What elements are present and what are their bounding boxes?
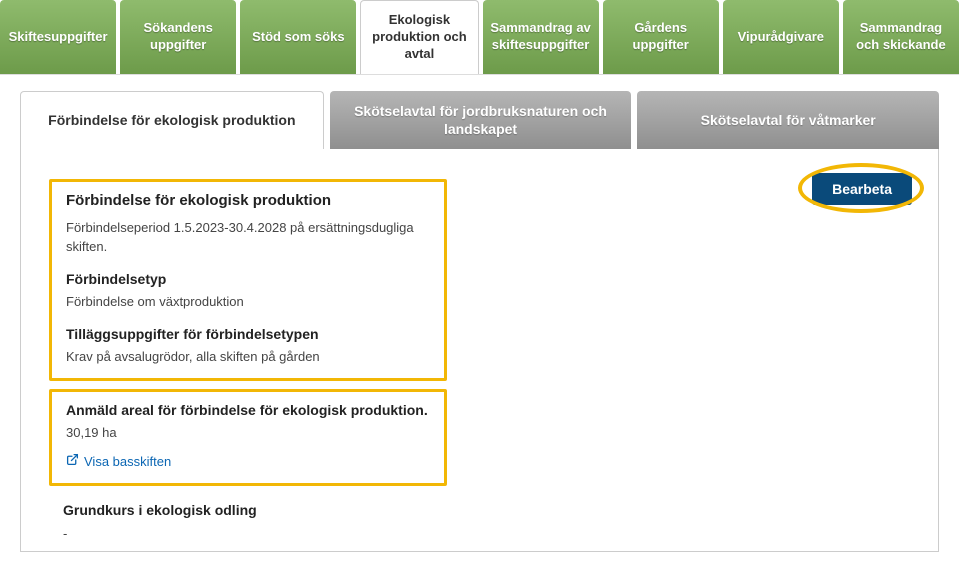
commitment-type-heading: Förbindelsetyp xyxy=(66,271,430,287)
show-basskiften-label: Visa basskiften xyxy=(84,454,171,469)
sub-area: Förbindelse för ekologisk produktion Skö… xyxy=(0,75,959,552)
main-tab-label: Skiftesuppgifter xyxy=(9,29,108,46)
main-tab-sammandrag-skiftes[interactable]: Sammandrag av skiftesuppgifter xyxy=(483,0,599,74)
commitment-extra-value: Krav på avsalugrödor, alla skiften på gå… xyxy=(66,348,430,367)
sub-tab-vatmarker[interactable]: Skötselavtal för våtmarker xyxy=(637,91,939,149)
main-tabs: Skiftesuppgifter Sökandens uppgifter Stö… xyxy=(0,0,959,75)
sub-tabs: Förbindelse för ekologisk produktion Skö… xyxy=(20,91,939,149)
declared-area-value: 30,19 ha xyxy=(66,424,430,443)
main-tab-sokandens[interactable]: Sökandens uppgifter xyxy=(120,0,236,74)
main-tab-label: Vipurådgivare xyxy=(738,29,824,46)
main-tab-stod[interactable]: Stöd som söks xyxy=(240,0,356,74)
main-tab-vipu[interactable]: Vipurådgivare xyxy=(723,0,839,74)
edit-button[interactable]: Bearbeta xyxy=(812,173,912,205)
main-tab-label: Sammandrag och skickande xyxy=(849,20,953,54)
sub-tab-jordbruksnaturen[interactable]: Skötselavtal för jordbruksnaturen och la… xyxy=(330,91,632,149)
sub-tab-label: Skötselavtal för våtmarker xyxy=(701,111,876,129)
course-title: Grundkurs i ekologisk odling xyxy=(63,502,433,518)
edit-button-wrap: Bearbeta xyxy=(812,173,912,205)
content-panel: Bearbeta Förbindelse för ekologisk produ… xyxy=(20,149,939,552)
main-tab-label: Stöd som söks xyxy=(252,29,344,46)
sub-tab-label: Förbindelse för ekologisk produktion xyxy=(48,111,295,129)
main-tab-label: Sökandens uppgifter xyxy=(126,20,230,54)
declared-area-box: Anmäld areal för förbindelse för ekologi… xyxy=(49,389,447,486)
main-tab-label: Sammandrag av skiftesuppgifter xyxy=(489,20,593,54)
commitment-box: Förbindelse för ekologisk produktion För… xyxy=(49,179,447,381)
course-value: - xyxy=(63,526,433,541)
sub-tab-label: Skötselavtal för jordbruksnaturen och la… xyxy=(342,102,620,138)
main-tab-label: Gårdens uppgifter xyxy=(609,20,713,54)
commitment-extra-heading: Tilläggsuppgifter för förbindelsetypen xyxy=(66,326,430,342)
declared-area-title: Anmäld areal för förbindelse för ekologi… xyxy=(66,402,430,418)
main-tab-ekologisk[interactable]: Ekologisk produktion och avtal xyxy=(360,0,478,74)
sub-tab-forbindelse[interactable]: Förbindelse för ekologisk produktion xyxy=(20,91,324,149)
main-tab-sammandrag-skickande[interactable]: Sammandrag och skickande xyxy=(843,0,959,74)
commitment-type-value: Förbindelse om växtproduktion xyxy=(66,293,430,312)
course-block: Grundkurs i ekologisk odling - xyxy=(49,494,447,541)
main-tab-skiftesuppgifter[interactable]: Skiftesuppgifter xyxy=(0,0,116,74)
main-tab-gardens[interactable]: Gårdens uppgifter xyxy=(603,0,719,74)
external-link-icon xyxy=(66,453,79,469)
show-basskiften-link[interactable]: Visa basskiften xyxy=(66,453,171,469)
commitment-title: Förbindelse för ekologisk produktion xyxy=(66,192,430,209)
commitment-period: Förbindelseperiod 1.5.2023-30.4.2028 på … xyxy=(66,219,430,257)
edit-button-label: Bearbeta xyxy=(832,181,892,197)
main-tab-label: Ekologisk produktion och avtal xyxy=(367,12,471,63)
